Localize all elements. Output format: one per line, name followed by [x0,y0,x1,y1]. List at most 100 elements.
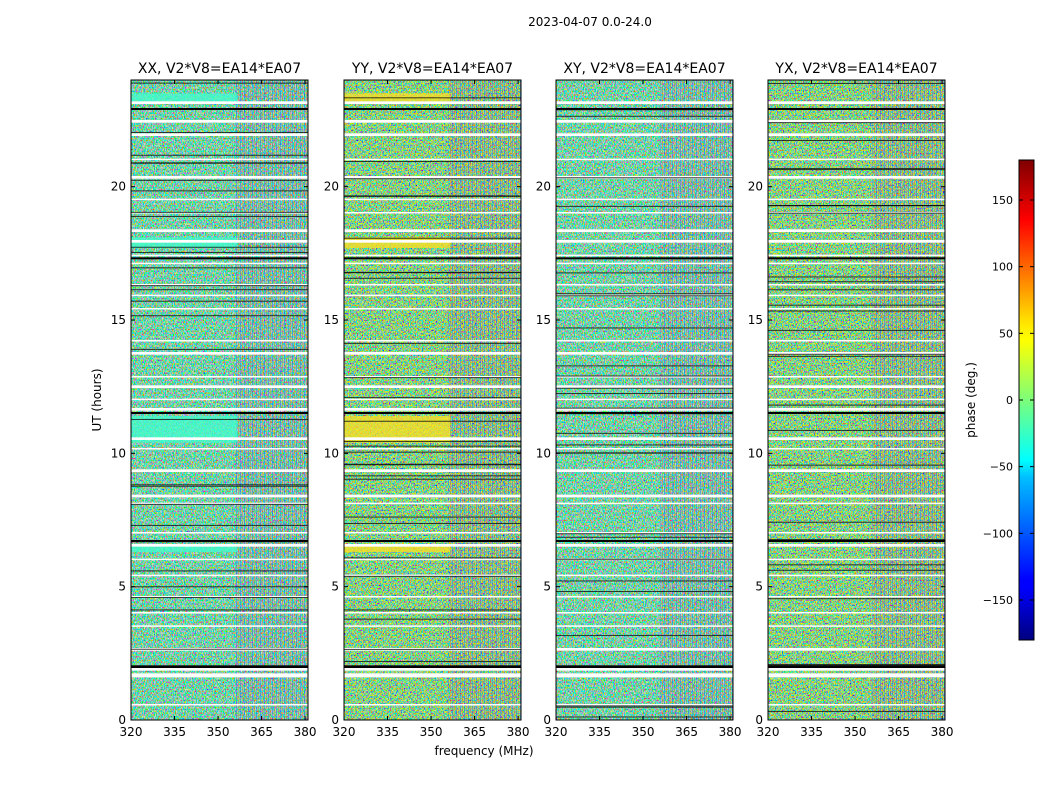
panel-xx: XX, V2*V8=EA14*EA07 320 335 350 365 380 0 5 10 15… [111,61,317,739]
flagged-band [131,120,308,123]
flagged-band [768,262,945,265]
flagged-band [556,398,733,401]
scan-separator [131,82,308,84]
panel-title: YY, V2*V8=EA14*EA07 [351,61,513,77]
scan-separator [768,169,945,171]
flagged-band [768,648,945,651]
scan-separator [344,516,521,518]
flagged-band [131,229,308,232]
flagged-band [768,294,945,297]
scan-separator [556,205,733,207]
scan-separator [131,315,308,317]
y-tick-label: 10 [111,446,126,460]
y-tick-label: 20 [324,180,339,194]
scan-separator [344,609,521,611]
flagged-band [131,625,308,627]
gap-line [768,540,945,542]
panel-frame [343,79,522,721]
x-tick-label: 380 [294,725,317,739]
y-tick-label: 15 [111,313,126,327]
y-tick-label: 0 [331,713,339,727]
flagged-band [768,704,945,706]
flagged-band [131,469,308,472]
flagged-band [131,254,308,257]
scan-separator [344,478,521,480]
y-tick-label: 15 [324,313,339,327]
y-tick-label: 10 [324,446,339,460]
scan-separator [768,598,945,600]
x-tick-label: 350 [420,725,443,739]
flagged-band [131,437,308,440]
x-tick-label: 320 [333,725,356,739]
flagged-band [131,133,308,136]
flagged-band [131,284,308,286]
flagged-band [131,376,308,378]
scan-separator [131,162,308,164]
gap-line [131,540,308,542]
scan-separator [768,276,945,278]
flagged-band [344,469,521,472]
x-tick-label: 365 [250,725,273,739]
colorbar-tick-label: 0 [1006,394,1013,407]
scan-separator [344,342,521,344]
scan-separator [768,404,945,406]
scan-separator [131,484,308,486]
flagged-band [131,502,308,505]
flagged-band [344,198,521,201]
panel-title: XY, V2*V8=EA14*EA07 [563,61,725,77]
x-tick-label: 365 [463,725,486,739]
coherent-band [344,544,451,552]
flagged-band [768,376,945,378]
flagged-band [131,198,308,201]
flagged-band [131,340,308,342]
flagged-band [556,648,733,651]
flagged-band [556,198,733,201]
y-tick-label: 15 [536,313,551,327]
flagged-band [344,240,521,243]
scan-separator [344,195,521,197]
flagged-band [344,376,521,378]
flagged-band [131,704,308,706]
scan-separator [131,418,308,420]
flagged-band [344,284,521,286]
panel-frame [767,79,946,721]
x-tick-label: 365 [887,725,910,739]
gap-line [131,412,308,414]
x-tick-label: 320 [120,725,143,739]
flagged-band [768,385,945,388]
flagged-band [768,229,945,232]
scan-separator [344,97,521,99]
flagged-band [556,158,733,161]
flagged-band [556,352,733,355]
flagged-band [131,240,308,243]
gap-line [768,257,945,260]
flagged-band [344,294,521,297]
scan-separator [131,215,308,217]
x-axis-label: frequency (MHz) [434,744,533,758]
flagged-band [344,666,521,671]
flagged-band [556,596,733,598]
scan-separator [556,407,733,409]
scan-separator [556,365,733,367]
y-tick-label: 20 [536,180,551,194]
panel-frame [130,79,309,721]
scan-separator [556,109,733,111]
flagged-band [556,612,733,614]
flagged-band [768,176,945,179]
scan-separator [556,706,733,708]
colorbar-tick-label: −50 [990,461,1013,474]
flagged-band [344,120,521,123]
scan-separator [556,580,733,582]
scan-separator [344,475,521,477]
gap-line [131,257,308,260]
flagged-band [131,398,308,401]
flagged-band [768,240,945,243]
gap-line [344,108,521,110]
scan-separator [344,178,521,180]
scan-separator [556,452,733,454]
scan-separator [556,716,733,718]
flagged-band [131,262,308,265]
scan-separator [556,533,733,535]
flagged-band [556,340,733,342]
gap-line [344,665,521,668]
